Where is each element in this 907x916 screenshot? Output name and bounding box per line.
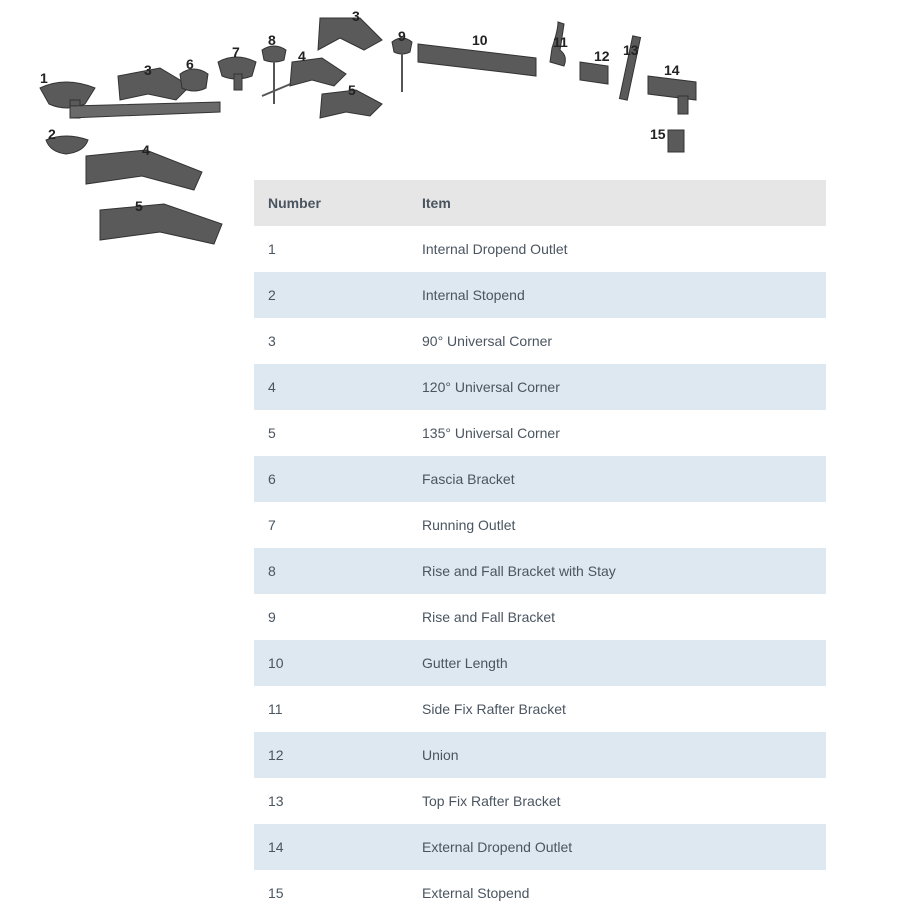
callout: 5 [135,198,143,214]
table-row: 4120° Universal Corner [254,364,826,410]
cell-item: Union [408,732,826,778]
cell-number: 5 [254,410,408,456]
cell-number: 1 [254,226,408,272]
cell-number: 2 [254,272,408,318]
callout: 7 [232,44,240,60]
cell-item: Rise and Fall Bracket with Stay [408,548,826,594]
cell-number: 4 [254,364,408,410]
callout: 5 [348,82,356,98]
cell-number: 6 [254,456,408,502]
callout: 4 [298,48,306,64]
cell-number: 14 [254,824,408,870]
callout: 2 [48,126,56,142]
table-row: 9Rise and Fall Bracket [254,594,826,640]
callout: 3 [352,8,360,24]
cell-number: 3 [254,318,408,364]
cell-number: 7 [254,502,408,548]
cell-item: Fascia Bracket [408,456,826,502]
callout: 11 [553,34,568,50]
table-body: 1Internal Dropend Outlet 2Internal Stope… [254,226,826,916]
cell-number: 8 [254,548,408,594]
table-row: 7Running Outlet [254,502,826,548]
table-row: 15External Stopend [254,870,826,916]
callout: 12 [594,48,610,64]
cell-item: 120° Universal Corner [408,364,826,410]
cell-item: Running Outlet [408,502,826,548]
table-row: 11Side Fix Rafter Bracket [254,686,826,732]
cell-item: External Dropend Outlet [408,824,826,870]
callout: 1 [40,70,48,86]
table-row: 13Top Fix Rafter Bracket [254,778,826,824]
callout: 3 [144,62,152,78]
cell-item: Rise and Fall Bracket [408,594,826,640]
page: 1 2 3 3 4 4 5 5 6 7 8 9 10 11 12 13 14 1… [0,0,907,270]
cell-number: 11 [254,686,408,732]
table-row: 12Union [254,732,826,778]
table-row: 5135° Universal Corner [254,410,826,456]
callout: 15 [650,126,666,142]
table-row: 6Fascia Bracket [254,456,826,502]
cell-item: Gutter Length [408,640,826,686]
cell-item: Top Fix Rafter Bracket [408,778,826,824]
cell-number: 12 [254,732,408,778]
cell-item: Side Fix Rafter Bracket [408,686,826,732]
table-row: 10Gutter Length [254,640,826,686]
table-header-row: Number Item [254,180,826,226]
callout: 6 [186,56,194,72]
col-header-item: Item [408,180,826,226]
table-row: 14External Dropend Outlet [254,824,826,870]
col-header-number: Number [254,180,408,226]
callout: 13 [623,42,639,58]
cell-item: Internal Dropend Outlet [408,226,826,272]
callout: 14 [664,62,680,78]
table-row: 2Internal Stopend [254,272,826,318]
cell-number: 15 [254,870,408,916]
callout: 8 [268,32,276,48]
callout: 10 [472,32,488,48]
table-row: 8Rise and Fall Bracket with Stay [254,548,826,594]
table-row: 1Internal Dropend Outlet [254,226,826,272]
callout: 9 [398,28,406,44]
cell-item: External Stopend [408,870,826,916]
cell-number: 9 [254,594,408,640]
cell-number: 10 [254,640,408,686]
cell-item: 135° Universal Corner [408,410,826,456]
callout: 4 [142,142,150,158]
table-row: 390° Universal Corner [254,318,826,364]
cell-item: 90° Universal Corner [408,318,826,364]
parts-table: Number Item 1Internal Dropend Outlet 2In… [254,180,826,916]
parts-table-wrap: Number Item 1Internal Dropend Outlet 2In… [254,180,826,916]
cell-item: Internal Stopend [408,272,826,318]
cell-number: 13 [254,778,408,824]
